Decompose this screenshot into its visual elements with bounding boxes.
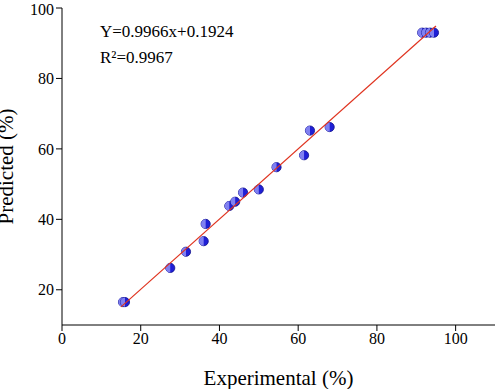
svg-text:40: 40 bbox=[211, 330, 227, 347]
html-text:R²=0.9967: R²=0.9967 bbox=[100, 48, 173, 67]
svg-text:20: 20 bbox=[133, 330, 149, 347]
svg-text:20: 20 bbox=[38, 281, 54, 298]
svg-text:80: 80 bbox=[369, 330, 385, 347]
svg-text:Experimental (%): Experimental (%) bbox=[204, 366, 354, 389]
svg-text:100: 100 bbox=[444, 330, 468, 347]
svg-text:0: 0 bbox=[58, 330, 66, 347]
svg-text:80: 80 bbox=[38, 70, 54, 87]
svg-text:100: 100 bbox=[30, 1, 54, 18]
svg-text:40: 40 bbox=[38, 211, 54, 228]
svg-text:60: 60 bbox=[38, 141, 54, 158]
svg-text:Predicted (%): Predicted (%) bbox=[8, 108, 18, 224]
svg-text:60: 60 bbox=[290, 330, 306, 347]
html-text:Y=0.9966x+0.1924: Y=0.9966x+0.1924 bbox=[100, 22, 234, 41]
